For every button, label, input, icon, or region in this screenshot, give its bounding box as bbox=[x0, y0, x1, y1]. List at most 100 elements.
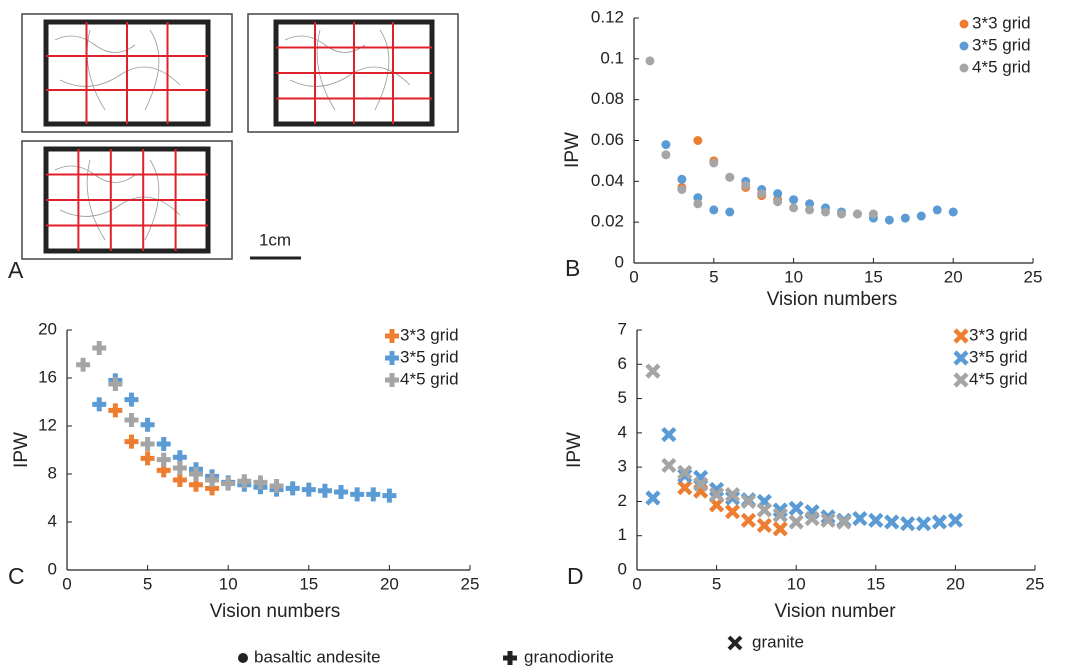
legend-label: 3*5 grid bbox=[972, 35, 1031, 54]
scale-label: 1cm bbox=[259, 230, 291, 249]
point bbox=[124, 435, 138, 449]
point bbox=[661, 150, 670, 159]
legend-marker bbox=[960, 42, 969, 51]
y-tick-label: 1 bbox=[618, 525, 627, 544]
point bbox=[76, 358, 90, 372]
legend-marker bbox=[385, 351, 399, 365]
y-tick-label: 0.02 bbox=[591, 212, 624, 231]
grid-overlay bbox=[46, 22, 432, 251]
x-tick-label: 20 bbox=[944, 267, 963, 286]
y-tick-label: 0.12 bbox=[591, 7, 624, 26]
chart: 0481216200510152025Vision numbersIPWC3*3… bbox=[8, 319, 479, 622]
point bbox=[901, 214, 910, 223]
point bbox=[773, 197, 782, 206]
point bbox=[805, 205, 814, 214]
y-tick-label: 0.1 bbox=[600, 48, 624, 67]
point bbox=[141, 418, 155, 432]
point bbox=[647, 365, 659, 377]
y-tick-label: 0 bbox=[615, 252, 624, 271]
legend-text: granite bbox=[752, 632, 804, 651]
point bbox=[663, 429, 675, 441]
x-tick-label: 25 bbox=[1024, 267, 1043, 286]
point bbox=[108, 403, 122, 417]
legend-label: 4*5 grid bbox=[969, 369, 1028, 388]
point bbox=[742, 514, 754, 526]
point bbox=[758, 519, 770, 531]
point bbox=[774, 523, 786, 535]
point bbox=[949, 207, 958, 216]
figure: 1cm A basaltic andesite granodiorite gra… bbox=[0, 0, 1065, 670]
point bbox=[918, 518, 930, 530]
legend-marker bbox=[503, 651, 517, 665]
legend-marker bbox=[729, 637, 741, 649]
y-tick-label: 4 bbox=[618, 422, 627, 441]
point bbox=[773, 189, 782, 198]
x-tick-label: 10 bbox=[787, 574, 806, 593]
legend-text: basaltic andesite bbox=[254, 647, 381, 666]
point bbox=[837, 210, 846, 219]
point bbox=[157, 453, 171, 467]
legend-label: 3*3 grid bbox=[972, 13, 1031, 32]
x-tick-label: 10 bbox=[784, 267, 803, 286]
x-tick-label: 15 bbox=[864, 267, 883, 286]
point bbox=[173, 473, 187, 487]
legend-label: 4*5 grid bbox=[972, 57, 1031, 76]
point bbox=[709, 158, 718, 167]
legend-marker bbox=[955, 352, 967, 364]
point bbox=[757, 189, 766, 198]
y-axis-title: IPW bbox=[562, 132, 583, 168]
x-axis-title: Vision numbers bbox=[767, 289, 898, 310]
point bbox=[318, 484, 332, 498]
legend-label: 3*5 grid bbox=[400, 347, 459, 366]
y-tick-label: 2 bbox=[618, 491, 627, 510]
point bbox=[949, 514, 961, 526]
y-tick-label: 3 bbox=[618, 457, 627, 476]
point bbox=[870, 514, 882, 526]
point bbox=[141, 451, 155, 465]
point bbox=[677, 175, 686, 184]
point bbox=[286, 481, 300, 495]
point bbox=[789, 203, 798, 212]
point bbox=[727, 506, 739, 518]
legend-marker bbox=[960, 64, 969, 73]
x-axis-title: Vision numbers bbox=[210, 601, 341, 622]
point bbox=[221, 477, 235, 491]
point bbox=[853, 210, 862, 219]
legend-marker bbox=[955, 374, 967, 386]
point bbox=[157, 437, 171, 451]
y-tick-label: 0.04 bbox=[591, 171, 624, 190]
y-tick-label: 20 bbox=[38, 319, 57, 338]
y-tick-label: 7 bbox=[618, 319, 627, 338]
x-tick-label: 20 bbox=[946, 574, 965, 593]
x-tick-label: 15 bbox=[299, 574, 318, 593]
y-tick-label: 0 bbox=[618, 559, 627, 578]
point bbox=[790, 502, 802, 514]
y-axis-title: IPW bbox=[564, 432, 585, 468]
x-tick-label: 15 bbox=[866, 574, 885, 593]
y-tick-label: 12 bbox=[38, 415, 57, 434]
legend-marker bbox=[955, 330, 967, 342]
legend-text: granodiorite bbox=[524, 647, 614, 666]
x-tick-label: 5 bbox=[709, 267, 718, 286]
x-tick-label: 25 bbox=[1026, 574, 1045, 593]
point bbox=[647, 492, 659, 504]
point bbox=[350, 487, 364, 501]
x-tick-label: 5 bbox=[712, 574, 721, 593]
point bbox=[886, 516, 898, 528]
legend-marker bbox=[960, 20, 969, 29]
point bbox=[902, 518, 914, 530]
y-tick-label: 0 bbox=[48, 559, 57, 578]
point bbox=[645, 56, 654, 65]
x-tick-label: 0 bbox=[62, 574, 71, 593]
point bbox=[758, 504, 770, 516]
y-tick-label: 8 bbox=[48, 463, 57, 482]
point bbox=[854, 513, 866, 525]
panel-label: C bbox=[8, 563, 25, 589]
point bbox=[124, 393, 138, 407]
point bbox=[741, 181, 750, 190]
point bbox=[917, 212, 926, 221]
y-tick-label: 16 bbox=[38, 367, 57, 386]
point bbox=[933, 516, 945, 528]
